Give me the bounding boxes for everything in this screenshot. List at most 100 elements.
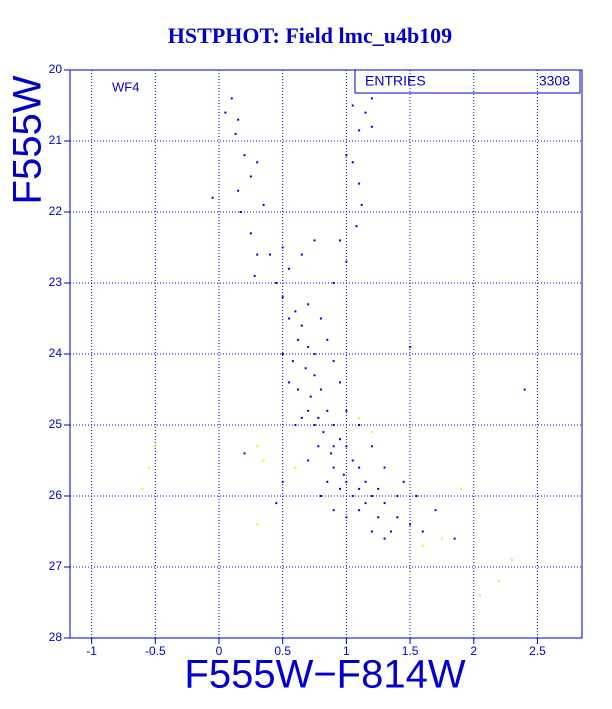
point [307, 303, 310, 306]
point [358, 509, 361, 512]
point [281, 246, 284, 249]
point [322, 431, 325, 434]
point [294, 424, 297, 426]
point [345, 154, 348, 157]
point [288, 317, 291, 320]
point [300, 324, 303, 327]
point [281, 296, 284, 299]
point [256, 523, 259, 526]
point [249, 175, 252, 178]
x-axis-label: F555W−F814W [184, 653, 465, 697]
point [256, 445, 259, 448]
point [358, 182, 361, 185]
point [358, 416, 361, 419]
point [370, 445, 373, 448]
point [409, 345, 412, 348]
point [319, 388, 322, 391]
point [147, 466, 150, 469]
stats-value: 3308 [539, 73, 570, 89]
point [409, 523, 412, 526]
point [262, 203, 265, 206]
point [288, 267, 291, 270]
point [358, 129, 361, 132]
stats-label: ENTRIES [365, 73, 426, 89]
point [383, 537, 386, 540]
point [243, 452, 246, 455]
point [294, 310, 297, 313]
point [237, 189, 240, 192]
point [370, 125, 373, 128]
y-tick-label: 27 [49, 559, 63, 573]
point [268, 253, 271, 256]
point [249, 232, 252, 235]
point [332, 360, 335, 363]
point [523, 388, 526, 391]
x-tick-label: 2 [470, 644, 477, 658]
point [239, 211, 242, 213]
point [370, 97, 373, 100]
x-tick-label: 0.5 [274, 644, 291, 658]
point [351, 161, 354, 164]
y-tick-label: 21 [49, 133, 63, 147]
point [256, 253, 259, 256]
point [383, 502, 386, 505]
x-tick-label: -0.5 [145, 644, 166, 658]
point [296, 338, 299, 341]
y-axis-label: F555W [6, 75, 50, 204]
point [317, 445, 320, 448]
chart-title: HSTPHOT: Field lmc_u4b109 [168, 23, 452, 48]
point [396, 516, 399, 519]
y-tick-label: 28 [49, 630, 63, 644]
point [345, 409, 348, 412]
point [342, 473, 345, 476]
point [234, 132, 237, 135]
point [332, 445, 335, 448]
point [294, 466, 297, 469]
point [339, 438, 342, 441]
point [253, 274, 256, 277]
x-tick-label: 1.5 [402, 644, 419, 658]
point [339, 381, 342, 384]
point [281, 353, 284, 355]
point [409, 573, 412, 576]
point [262, 459, 265, 462]
point [358, 487, 361, 490]
point [243, 154, 246, 157]
point [326, 409, 329, 412]
point [313, 374, 316, 377]
point [370, 495, 373, 497]
point [313, 424, 316, 426]
point [275, 282, 278, 284]
point [377, 487, 380, 490]
point [345, 260, 348, 263]
point [510, 558, 513, 561]
y-tick-label: 25 [49, 417, 63, 431]
point [345, 516, 348, 519]
point [355, 225, 358, 228]
point [351, 104, 354, 107]
point [300, 253, 303, 256]
point [339, 487, 342, 490]
point [326, 338, 329, 341]
point [332, 424, 335, 426]
point [237, 118, 240, 121]
point [479, 594, 482, 597]
point [351, 459, 354, 462]
x-tick-label: -1 [86, 644, 97, 658]
point [319, 317, 322, 320]
y-tick-label: 20 [49, 62, 63, 76]
point [307, 459, 310, 462]
point [460, 487, 463, 490]
point [309, 395, 312, 398]
point [396, 495, 399, 497]
x-tick-label: 1 [343, 644, 350, 658]
point [317, 416, 320, 419]
point [300, 416, 303, 419]
x-tick-label: 0 [216, 644, 223, 658]
point [377, 516, 380, 519]
point [313, 353, 316, 355]
point [332, 509, 335, 512]
y-tick-label: 26 [49, 488, 63, 502]
point [351, 495, 354, 497]
point [281, 480, 284, 483]
